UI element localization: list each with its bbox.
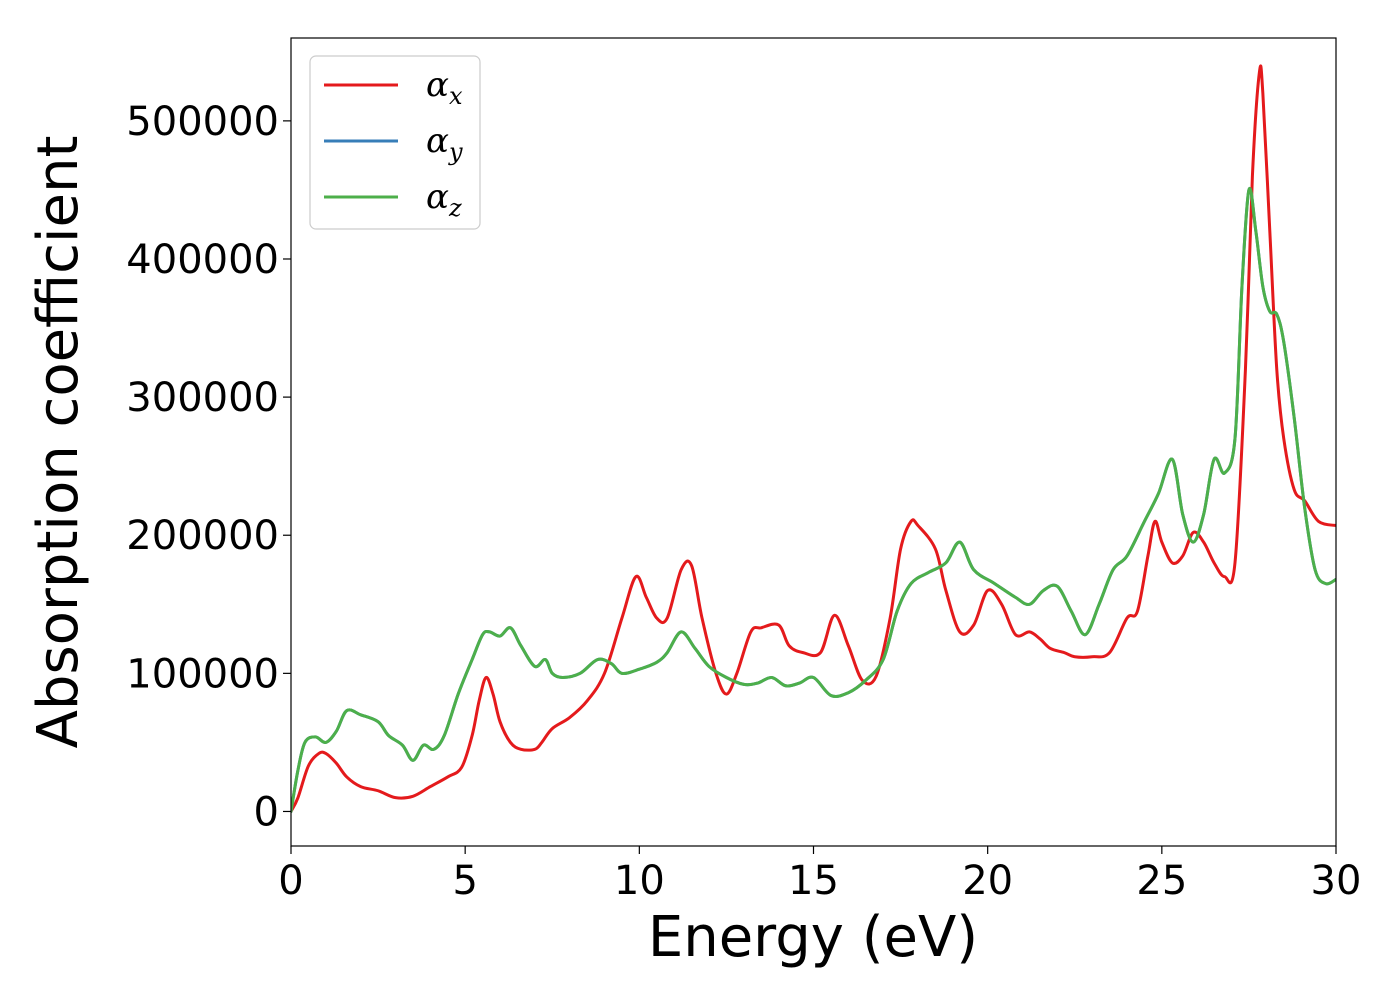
series-line-z	[291, 186, 1336, 813]
y-axis-title: Absorption coefficient	[26, 136, 91, 749]
series-layer	[291, 64, 1336, 813]
y-tick-label: 0	[254, 789, 279, 835]
x-tick-label: 20	[962, 858, 1013, 904]
y-tick-label: 400000	[126, 237, 279, 283]
x-tick-label: 0	[278, 858, 303, 904]
x-tick-label: 25	[1136, 858, 1187, 904]
y-axis-ticks: 0 100000 200000 300000 400000 500000	[126, 99, 291, 835]
y-tick-label: 300000	[126, 375, 279, 421]
x-tick-label: 10	[614, 858, 665, 904]
x-axis-ticks: 0 5 10 15 20 25 30	[278, 846, 1361, 904]
x-tick-label: 15	[788, 858, 839, 904]
x-tick-label: 30	[1311, 858, 1362, 904]
y-tick-label: 100000	[126, 651, 279, 697]
x-axis-title: Energy (eV)	[648, 905, 978, 970]
y-tick-label: 500000	[126, 99, 279, 145]
y-tick-label: 200000	[126, 513, 279, 559]
x-tick-label: 5	[452, 858, 477, 904]
series-line-x	[291, 64, 1336, 813]
